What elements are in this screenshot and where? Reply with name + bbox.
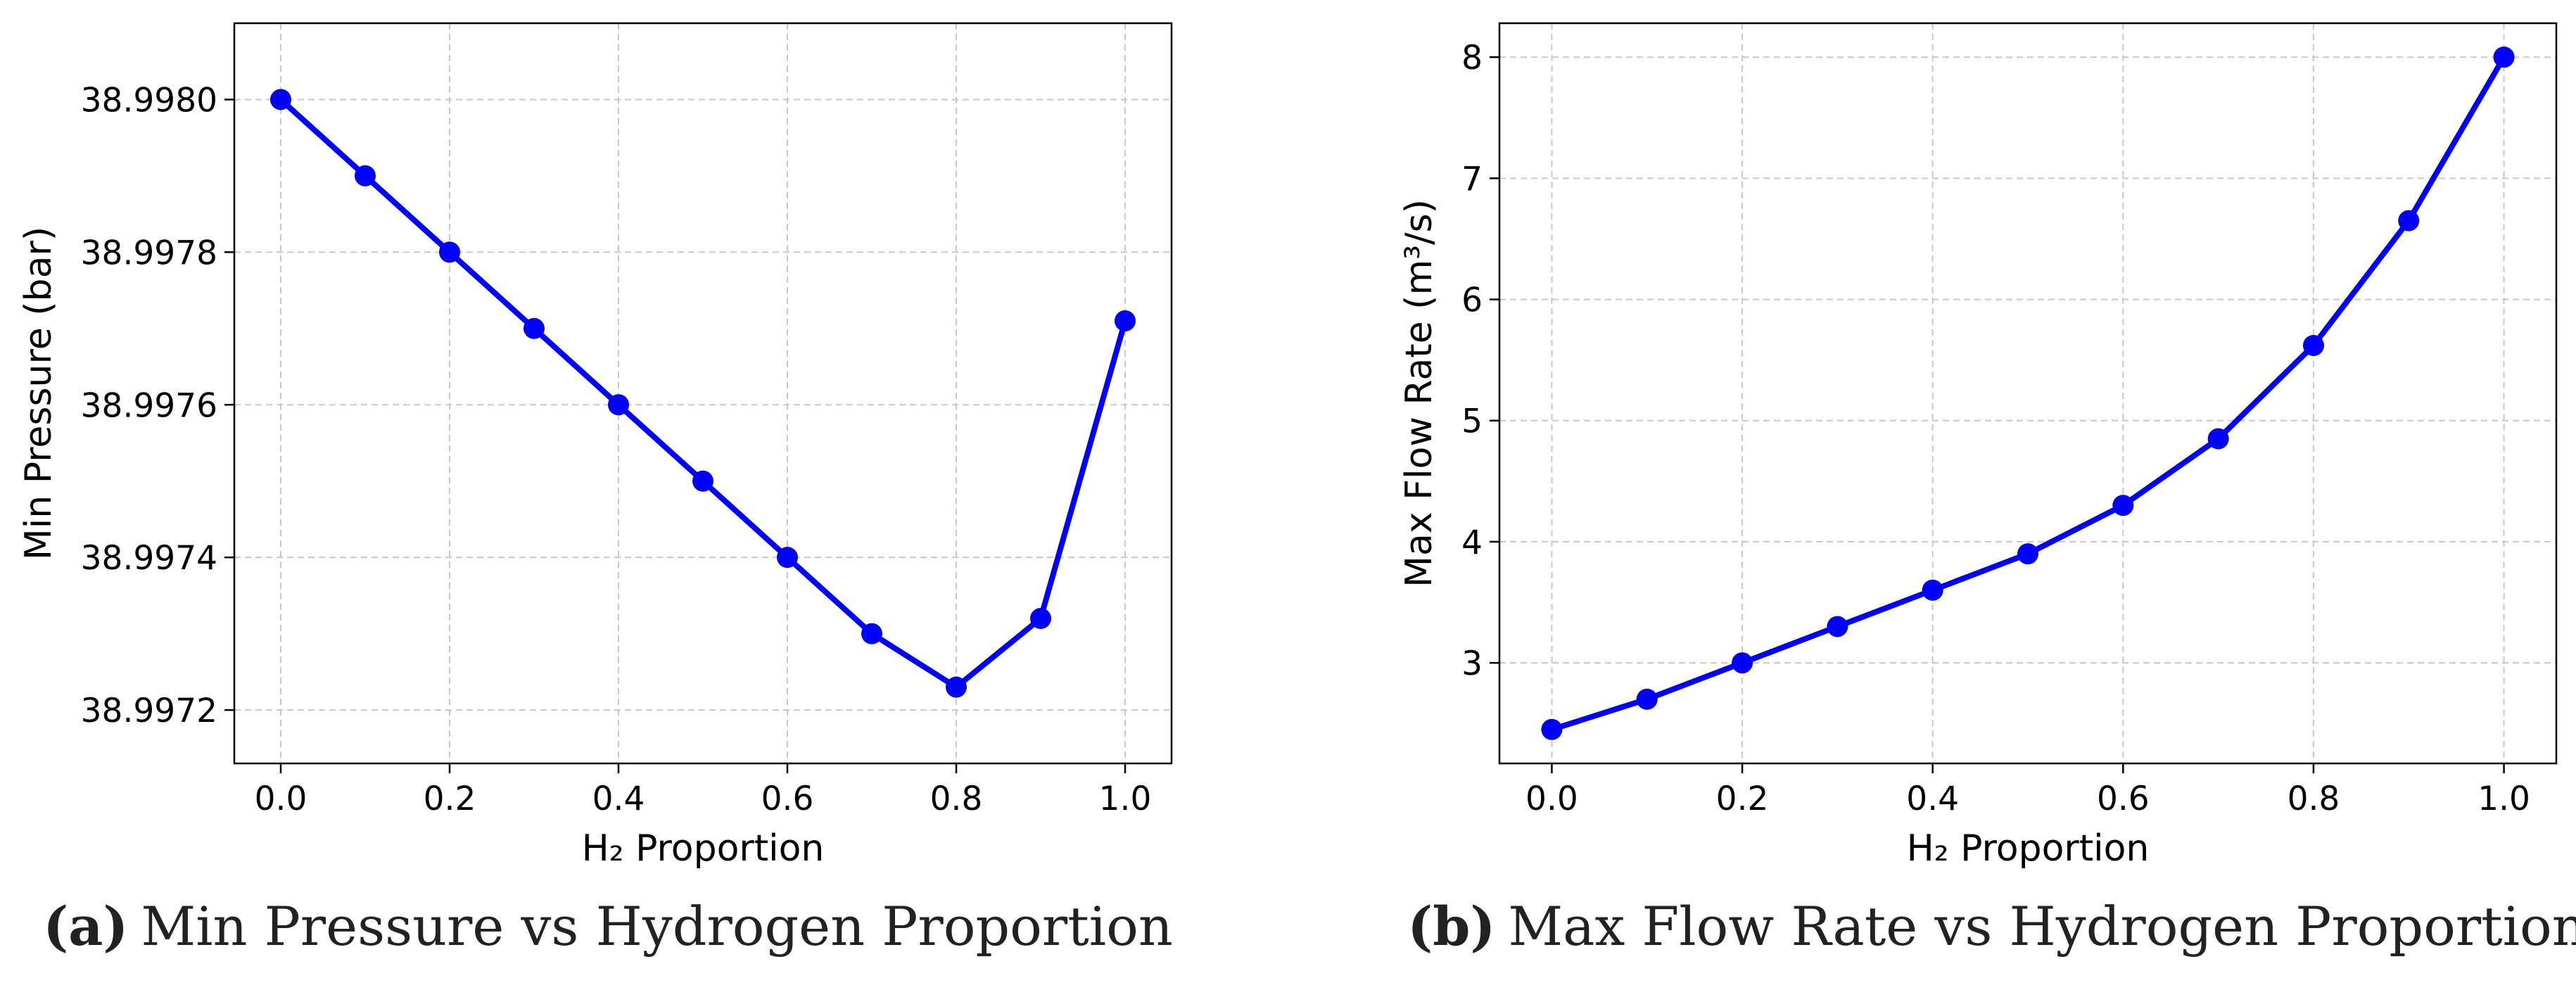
panel-a-grid bbox=[234, 23, 1172, 763]
panel-b-xtick-label: 0.4 bbox=[1906, 780, 1959, 818]
panel-a-xtick-label: 0.8 bbox=[930, 780, 983, 818]
panel-b-data-point bbox=[2112, 495, 2134, 516]
panel-b-data-point bbox=[1636, 688, 1658, 710]
panel-b-data-point bbox=[2493, 46, 2515, 68]
panel-a-data-point bbox=[1115, 310, 1136, 331]
panel-b-xlabel: H₂ Proportion bbox=[1907, 827, 2150, 870]
panel-b-caption-letter: (b) bbox=[1407, 895, 1495, 958]
panel-a-data-point bbox=[355, 165, 376, 186]
panel-b-xtick-label: 0.2 bbox=[1716, 780, 1769, 818]
panel-b-ytick-label: 7 bbox=[1461, 160, 1483, 198]
panel-a-data-point bbox=[439, 241, 460, 263]
panel-b-data-point bbox=[1827, 616, 1848, 637]
panel-a-data-point bbox=[270, 89, 291, 110]
panel-b-data-point bbox=[1732, 652, 1753, 674]
panel-a-ytick-label: 38.9978 bbox=[81, 234, 217, 272]
panel-b-ytick-label: 3 bbox=[1461, 645, 1483, 683]
panel-a-ytick-label: 38.9980 bbox=[81, 81, 217, 120]
panel-b-ylabel: Max Flow Rate (m³/s) bbox=[1398, 199, 1440, 588]
panel-a-caption-letter: (a) bbox=[43, 895, 128, 958]
panel-b-data-point bbox=[2398, 210, 2420, 231]
panel-a-ytick-label: 38.9974 bbox=[81, 539, 217, 578]
panel-a-data-point bbox=[777, 547, 798, 569]
panel-b-plot-frame bbox=[1498, 22, 2558, 765]
panel-b-data-point bbox=[2302, 334, 2324, 356]
panel-b: 0.0 0.2 0.4 0.6 0.8 1.0 3 4 5 6 7 8 H₂ Proportion M… bbox=[1398, 22, 2576, 958]
panel-a-data-point bbox=[608, 394, 629, 416]
panel-a-xtick-label: 0.2 bbox=[424, 780, 476, 818]
panel-a-xtick-label: 0.0 bbox=[255, 780, 307, 818]
panel-b-data-point bbox=[1541, 718, 1563, 740]
panel-a: 0.0 0.2 0.4 0.6 0.8 1.0 38.9972 38.9974 38.9976 3… bbox=[18, 22, 1173, 958]
panel-b-xtick-label: 0.0 bbox=[1525, 780, 1578, 818]
panel-a-data-point bbox=[1030, 607, 1051, 629]
panel-b-xtick-label: 0.6 bbox=[2097, 780, 2150, 818]
panel-b-xtick-label: 1.0 bbox=[2477, 780, 2530, 818]
panel-a-data-point bbox=[861, 623, 882, 645]
panel-b-series-line bbox=[1549, 54, 2507, 732]
panel-a-xtick-label: 0.4 bbox=[592, 780, 645, 818]
panel-a-series bbox=[270, 89, 1136, 698]
panel-a-series-line bbox=[278, 96, 1128, 690]
panel-a-plot-frame bbox=[233, 22, 1173, 765]
panel-b-ytick-label: 6 bbox=[1461, 281, 1483, 320]
panel-a-ticks: 0.0 0.2 0.4 0.6 0.8 1.0 38.9972 38.9974 38.9976 3… bbox=[81, 81, 1152, 818]
panel-b-ytick-label: 8 bbox=[1461, 39, 1483, 77]
panel-b-ticks: 0.0 0.2 0.4 0.6 0.8 1.0 3 4 5 6 7 8 bbox=[1461, 39, 2530, 818]
panel-b-data-point bbox=[2207, 428, 2229, 450]
panel-b-xtick-label: 0.8 bbox=[2288, 780, 2340, 818]
panel-a-xtick-label: 1.0 bbox=[1099, 780, 1152, 818]
panel-b-series bbox=[1541, 46, 2515, 740]
panel-a-ytick-label: 38.9972 bbox=[81, 692, 217, 730]
panel-b-ytick-label: 5 bbox=[1461, 402, 1483, 441]
panel-b-data-point bbox=[2017, 543, 2038, 565]
panel-b-grid bbox=[1499, 23, 2556, 763]
panel-a-caption-text: Min Pressure vs Hydrogen Proportion bbox=[141, 895, 1172, 958]
panel-b-caption-text: Max Flow Rate vs Hydrogen Proportion bbox=[1508, 895, 2576, 958]
panel-a-ylabel: Min Pressure (bar) bbox=[18, 227, 60, 560]
panel-b-caption: (b) Max Flow Rate vs Hydrogen Proportion bbox=[1407, 895, 2576, 958]
panel-a-data-point bbox=[692, 470, 713, 492]
panel-a-data-point bbox=[946, 676, 967, 698]
panel-a-xlabel: H₂ Proportion bbox=[582, 827, 825, 870]
panel-b-data-point bbox=[1922, 579, 1943, 601]
panel-a-caption: (a) Min Pressure vs Hydrogen Proportion bbox=[43, 895, 1173, 958]
panel-a-xtick-label: 0.6 bbox=[761, 780, 814, 818]
panel-b-ytick-label: 4 bbox=[1461, 523, 1483, 562]
panel-a-data-point bbox=[524, 317, 545, 339]
panel-a-ytick-label: 38.9976 bbox=[81, 386, 217, 425]
